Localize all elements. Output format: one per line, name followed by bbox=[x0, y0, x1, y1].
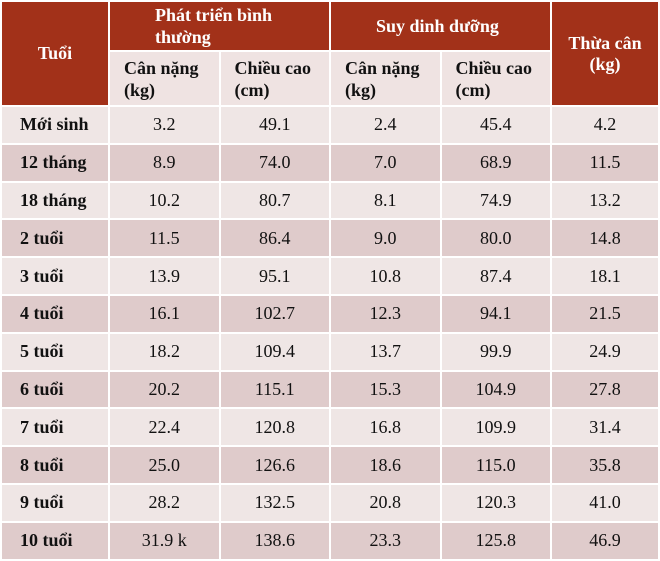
age-cell: 10 tuổi bbox=[0, 520, 110, 561]
value-cell: 21.5 bbox=[550, 293, 660, 334]
table-row: 2 tuổi 11.5 86.4 9.0 80.0 14.8 bbox=[0, 218, 660, 259]
value-cell: 13.9 bbox=[108, 256, 221, 296]
value-cell: 2.4 bbox=[329, 105, 442, 145]
value-cell: 125.8 bbox=[439, 520, 552, 561]
value-cell: 46.9 bbox=[550, 520, 660, 561]
value-cell: 74.0 bbox=[218, 142, 331, 183]
age-cell: 7 tuổi bbox=[0, 407, 110, 448]
table-row: 4 tuổi 16.1 102.7 12.3 94.1 21.5 bbox=[0, 293, 660, 334]
value-cell: 45.4 bbox=[439, 105, 552, 145]
value-cell: 15.3 bbox=[329, 369, 442, 410]
column-header: Chiều cao (cm) bbox=[218, 50, 331, 107]
value-cell: 115.0 bbox=[439, 445, 552, 485]
age-cell: 18 tháng bbox=[0, 180, 110, 221]
value-cell: 102.7 bbox=[218, 293, 331, 334]
value-cell: 18.2 bbox=[108, 331, 221, 372]
value-cell: 8.1 bbox=[329, 180, 442, 221]
table-header: Tuổi Phát triển bình thường Suy dinh dưỡ… bbox=[0, 0, 660, 107]
value-cell: 9.0 bbox=[329, 218, 442, 259]
age-header: Tuổi bbox=[0, 0, 110, 107]
value-cell: 13.2 bbox=[550, 180, 660, 221]
value-cell: 20.8 bbox=[329, 482, 442, 523]
age-cell: Mới sinh bbox=[0, 105, 110, 145]
value-cell: 31.4 bbox=[550, 407, 660, 448]
value-cell: 95.1 bbox=[218, 256, 331, 296]
table-row: 10 tuổi 31.9 k 138.6 23.3 125.8 46.9 bbox=[0, 520, 660, 561]
group-header: Phát triển bình thường bbox=[108, 0, 331, 52]
value-cell: 18.6 bbox=[329, 445, 442, 485]
value-cell: 23.3 bbox=[329, 520, 442, 561]
age-cell: 4 tuổi bbox=[0, 293, 110, 334]
value-cell: 11.5 bbox=[550, 142, 660, 183]
table-row: 5 tuổi 18.2 109.4 13.7 99.9 24.9 bbox=[0, 331, 660, 372]
column-header: Cân nặng (kg) bbox=[108, 50, 221, 107]
value-cell: 138.6 bbox=[218, 520, 331, 561]
value-cell: 132.5 bbox=[218, 482, 331, 523]
value-cell: 13.7 bbox=[329, 331, 442, 372]
group-header: Suy dinh dưỡng bbox=[329, 0, 552, 52]
header-row: Tuổi Phát triển bình thường Suy dinh dưỡ… bbox=[0, 0, 660, 107]
value-cell: 80.0 bbox=[439, 218, 552, 259]
value-cell: 94.1 bbox=[439, 293, 552, 334]
age-cell: 12 tháng bbox=[0, 142, 110, 183]
table-row: 18 tháng 10.2 80.7 8.1 74.9 13.2 bbox=[0, 180, 660, 221]
value-cell: 41.0 bbox=[550, 482, 660, 523]
value-cell: 24.9 bbox=[550, 331, 660, 372]
table-row: 9 tuổi 28.2 132.5 20.8 120.3 41.0 bbox=[0, 482, 660, 523]
age-cell: 2 tuổi bbox=[0, 218, 110, 259]
value-cell: 68.9 bbox=[439, 142, 552, 183]
value-cell: 104.9 bbox=[439, 369, 552, 410]
age-cell: 8 tuổi bbox=[0, 445, 110, 485]
value-cell: 99.9 bbox=[439, 331, 552, 372]
value-cell: 115.1 bbox=[218, 369, 331, 410]
age-cell: 5 tuổi bbox=[0, 331, 110, 372]
table-body: Mới sinh 3.2 49.1 2.4 45.4 4.2 12 tháng 8.9 74.0… bbox=[0, 105, 660, 561]
value-cell: 109.9 bbox=[439, 407, 552, 448]
column-header: Cân nặng (kg) bbox=[329, 50, 442, 107]
age-cell: 6 tuổi bbox=[0, 369, 110, 410]
value-cell: 120.3 bbox=[439, 482, 552, 523]
value-cell: 10.8 bbox=[329, 256, 442, 296]
table-row: 8 tuổi 25.0 126.6 18.6 115.0 35.8 bbox=[0, 445, 660, 485]
value-cell: 20.2 bbox=[108, 369, 221, 410]
value-cell: 80.7 bbox=[218, 180, 331, 221]
value-cell: 49.1 bbox=[218, 105, 331, 145]
table-row: 12 tháng 8.9 74.0 7.0 68.9 11.5 bbox=[0, 142, 660, 183]
value-cell: 87.4 bbox=[439, 256, 552, 296]
column-header: Chiều cao (cm) bbox=[439, 50, 552, 107]
value-cell: 22.4 bbox=[108, 407, 221, 448]
value-cell: 16.1 bbox=[108, 293, 221, 334]
value-cell: 31.9 k bbox=[108, 520, 221, 561]
value-cell: 74.9 bbox=[439, 180, 552, 221]
value-cell: 14.8 bbox=[550, 218, 660, 259]
value-cell: 28.2 bbox=[108, 482, 221, 523]
value-cell: 8.9 bbox=[108, 142, 221, 183]
value-cell: 3.2 bbox=[108, 105, 221, 145]
value-cell: 27.8 bbox=[550, 369, 660, 410]
table-row: 3 tuổi 13.9 95.1 10.8 87.4 18.1 bbox=[0, 256, 660, 296]
value-cell: 109.4 bbox=[218, 331, 331, 372]
value-cell: 18.1 bbox=[550, 256, 660, 296]
value-cell: 16.8 bbox=[329, 407, 442, 448]
value-cell: 120.8 bbox=[218, 407, 331, 448]
table-row: 6 tuổi 20.2 115.1 15.3 104.9 27.8 bbox=[0, 369, 660, 410]
value-cell: 7.0 bbox=[329, 142, 442, 183]
value-cell: 4.2 bbox=[550, 105, 660, 145]
value-cell: 11.5 bbox=[108, 218, 221, 259]
overweight-header: Thừa cân (kg) bbox=[550, 0, 660, 107]
value-cell: 126.6 bbox=[218, 445, 331, 485]
value-cell: 10.2 bbox=[108, 180, 221, 221]
table-row: 7 tuổi 22.4 120.8 16.8 109.9 31.4 bbox=[0, 407, 660, 448]
age-cell: 9 tuổi bbox=[0, 482, 110, 523]
age-cell: 3 tuổi bbox=[0, 256, 110, 296]
value-cell: 35.8 bbox=[550, 445, 660, 485]
value-cell: 12.3 bbox=[329, 293, 442, 334]
table-row: Mới sinh 3.2 49.1 2.4 45.4 4.2 bbox=[0, 105, 660, 145]
value-cell: 86.4 bbox=[218, 218, 331, 259]
value-cell: 25.0 bbox=[108, 445, 221, 485]
header-row: Cân nặng (kg) Chiều cao (cm) Cân nặng (k… bbox=[1, 50, 659, 107]
